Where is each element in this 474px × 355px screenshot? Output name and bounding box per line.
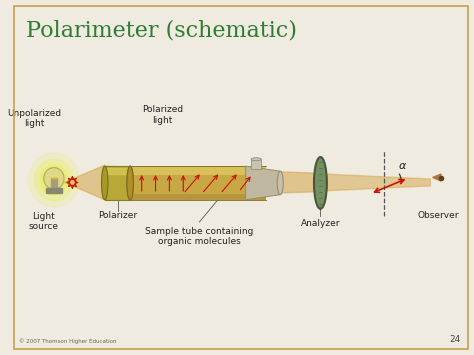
Ellipse shape [314,157,327,209]
Bar [51,179,57,189]
Ellipse shape [251,158,261,161]
Polygon shape [433,174,441,181]
Text: Light
source: Light source [28,212,58,231]
Polygon shape [325,174,430,191]
Bar [105,168,130,174]
FancyBboxPatch shape [105,166,130,200]
Text: Polarimeter (schematic): Polarimeter (schematic) [26,20,297,42]
Bar [130,194,266,200]
Circle shape [35,159,73,201]
Text: Analyzer: Analyzer [301,219,340,228]
Text: 24: 24 [449,335,460,344]
Polygon shape [246,166,280,200]
Ellipse shape [127,166,133,200]
Text: Polarized
light: Polarized light [142,105,183,125]
Bar [130,167,266,175]
Text: Sample tube containing
organic molecules: Sample tube containing organic molecules [145,227,254,246]
Ellipse shape [101,166,108,200]
Bar [130,166,266,200]
Text: Observer: Observer [418,211,459,220]
Bar [46,189,62,193]
Ellipse shape [127,166,133,200]
Circle shape [44,168,64,189]
Circle shape [28,153,79,207]
Text: © 2007 Thomson Higher Education: © 2007 Thomson Higher Education [19,338,117,344]
Text: α: α [399,161,406,171]
Text: Unpolarized
light: Unpolarized light [7,109,61,128]
Polygon shape [105,166,315,199]
Polygon shape [64,165,105,200]
Text: Polarizer: Polarizer [98,211,137,220]
Bar [251,159,261,169]
Circle shape [40,165,68,195]
Ellipse shape [277,171,283,195]
